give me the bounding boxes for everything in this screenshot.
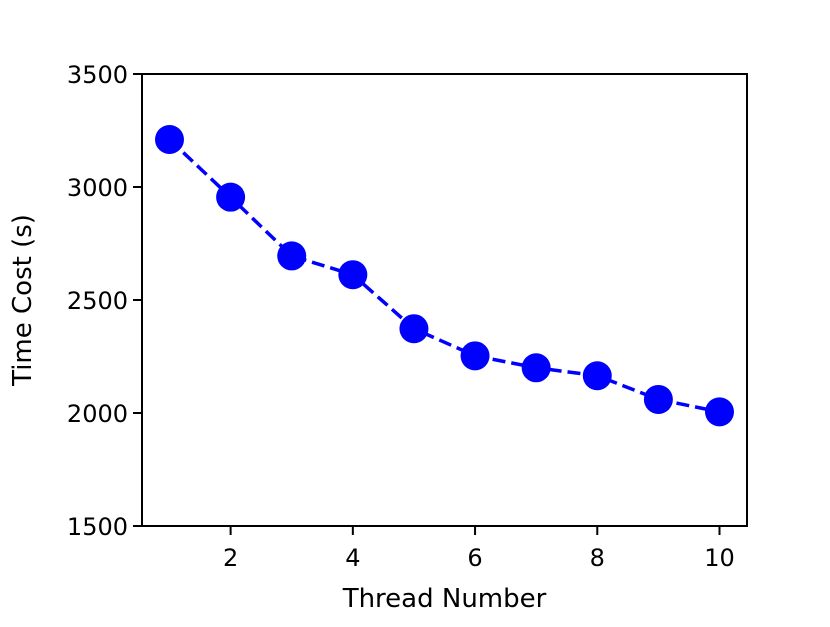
y-tick-label: 3500 [67, 61, 128, 89]
series-layer [155, 125, 734, 427]
data-point [460, 341, 490, 371]
x-tick-label: 2 [223, 544, 238, 572]
x-tick-label: 6 [467, 544, 482, 572]
y-tick-label: 3000 [67, 174, 128, 202]
x-tick-label: 4 [345, 544, 360, 572]
data-point [582, 361, 612, 391]
x-tick-label: 10 [704, 544, 735, 572]
data-point [155, 125, 184, 155]
data-point [338, 260, 368, 290]
x-tick-label: 8 [590, 544, 605, 572]
data-point [399, 314, 429, 344]
data-point [216, 182, 246, 212]
y-axis-label: Time Cost (s) [8, 214, 38, 387]
data-point [705, 397, 734, 427]
series-line [168, 138, 720, 414]
data-point [277, 241, 307, 271]
y-tick-label: 1500 [67, 513, 128, 541]
x-axis-ticks: 2 4 6 8 10 [223, 526, 735, 572]
x-axis-label: Thread Number [342, 584, 547, 614]
y-tick-label: 2000 [67, 400, 128, 428]
data-point [521, 353, 551, 383]
y-axis-ticks: 1500 2000 2500 3000 3500 [67, 61, 142, 541]
data-point [643, 384, 673, 414]
y-tick-label: 2500 [67, 287, 128, 315]
plot-frame [141, 73, 748, 527]
